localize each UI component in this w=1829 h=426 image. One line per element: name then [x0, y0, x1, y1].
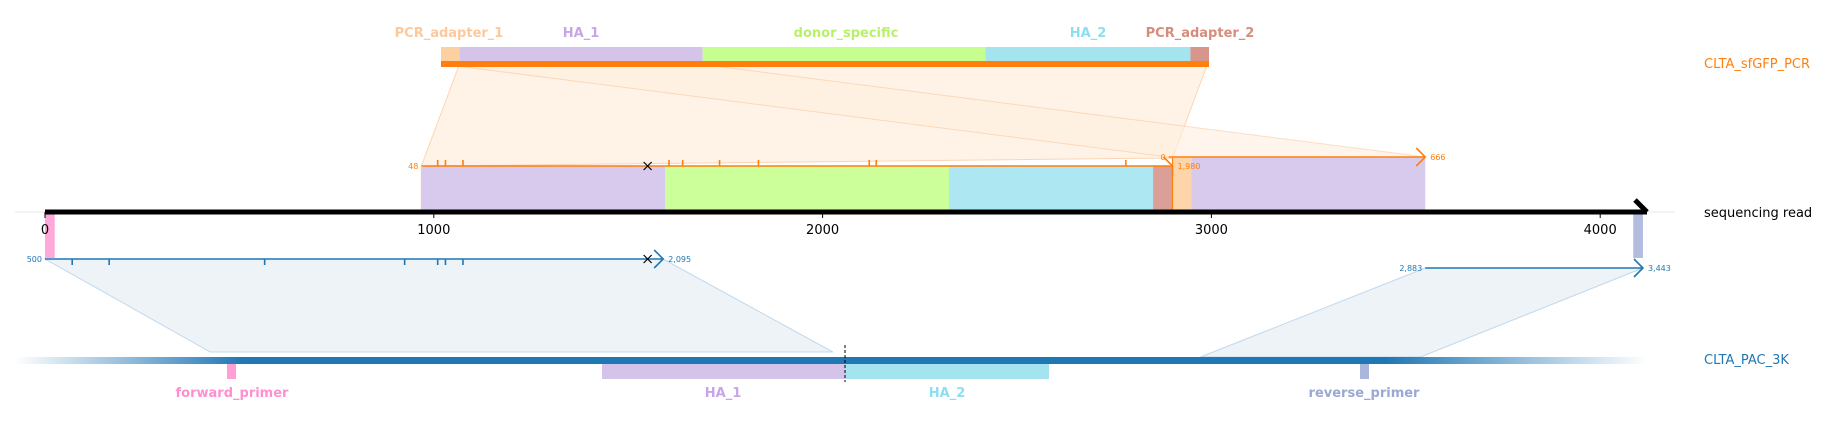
top-align-1-end-label: 1,980 [1178, 162, 1201, 171]
PCR_adapter_1_on_read [1172, 157, 1192, 212]
bottom-feature-label-HA_2: HA_2 [929, 386, 966, 401]
read-axis-arrowhead [1633, 198, 1649, 214]
read-tick-label-0: 0 [41, 223, 49, 238]
bottom-align-1-start-label: 500 [27, 255, 42, 264]
top-ref-bar [441, 61, 1209, 67]
top-feature-HA_1 [459, 47, 703, 61]
bottom-feature-HA_2 [845, 364, 1049, 379]
alignment-bands [43, 63, 1644, 358]
bottom-feature-forward_primer [227, 364, 236, 379]
read-tick-label-4: 4000 [1584, 223, 1617, 238]
bottom-ref-label: CLTA_PAC_3K [1704, 353, 1789, 368]
top-reference: PCR_adapter_1 HA_1 donor_specific HA_2 PCR_a… [395, 26, 1255, 67]
bottom-band-2 [1200, 267, 1644, 358]
bottom-ref-bar [15, 357, 1647, 364]
bottom-align-2-end-hook [1633, 258, 1645, 278]
top-align-1-x-mark-b [643, 161, 653, 171]
PCR_adapter_2_on_read [1153, 166, 1173, 212]
read-feature-blocks [45, 157, 1643, 258]
top-feature-label-HA_2: HA_2 [1070, 26, 1107, 41]
bottom-align-1-end-hook [653, 249, 665, 269]
bottom-feature-label-forward_primer: forward_primer [176, 386, 290, 401]
sequencing-read-axis: 0 1000 2000 3000 4000 [41, 198, 1649, 238]
donor_specific_on_read [665, 166, 949, 212]
bottom-feature-HA_1 [602, 364, 845, 379]
top-feature-HA_2 [985, 47, 1191, 61]
top-feature-label-HA_1: HA_1 [563, 26, 600, 41]
top-ref-label: CLTA_sfGFP_PCR [1704, 57, 1810, 72]
bottom-align-2-end-label: 3,443 [1648, 264, 1671, 273]
top-feature-label-PCR_adapter_2: PCR_adapter_2 [1146, 26, 1255, 41]
HA_1_on_read [421, 166, 666, 212]
read-label: sequencing read [1704, 206, 1812, 221]
bottom-feature-label-HA_1: HA_1 [705, 386, 742, 401]
top-feature-label-donor_specific: donor_specific [794, 26, 899, 41]
top-feature-PCR_adapter_1 [441, 47, 460, 61]
bottom-align-1-x-mark-b [643, 254, 653, 264]
read-tick-label-2: 2000 [806, 223, 839, 238]
alignment-lines: 48 1,980 0 666 500 2,095 2,883 3,443 [27, 147, 1671, 278]
bottom-feature-label-reverse_primer: reverse_primer [1309, 386, 1421, 401]
top-align-1-start-label: 48 [408, 162, 418, 171]
top-feature-donor_specific [702, 47, 986, 61]
bottom-reference: forward_primer HA_1 HA_2 reverse_primer [15, 345, 1647, 401]
top-align-2-end-label: 666 [1430, 153, 1445, 162]
top-align-2-end-hook [1415, 147, 1427, 167]
forward_primer_on_read [45, 212, 55, 258]
reverse_primer_on_read [1633, 212, 1643, 258]
read-tick-label-3: 3000 [1195, 223, 1228, 238]
bottom-align-1-end-label: 2,095 [668, 255, 691, 264]
HA_1_second_on_read [1191, 157, 1426, 212]
bottom-band-1 [43, 258, 834, 353]
bottom-align-2-start-label: 2,883 [1399, 264, 1422, 273]
top-feature-PCR_adapter_2 [1190, 47, 1209, 61]
read-tick-label-1: 1000 [417, 223, 450, 238]
top-feature-label-PCR_adapter_1: PCR_adapter_1 [395, 26, 504, 41]
HA_2_on_read [948, 166, 1154, 212]
bottom-feature-reverse_primer [1360, 364, 1369, 379]
top-align-2-start-label: 0 [1161, 153, 1166, 162]
